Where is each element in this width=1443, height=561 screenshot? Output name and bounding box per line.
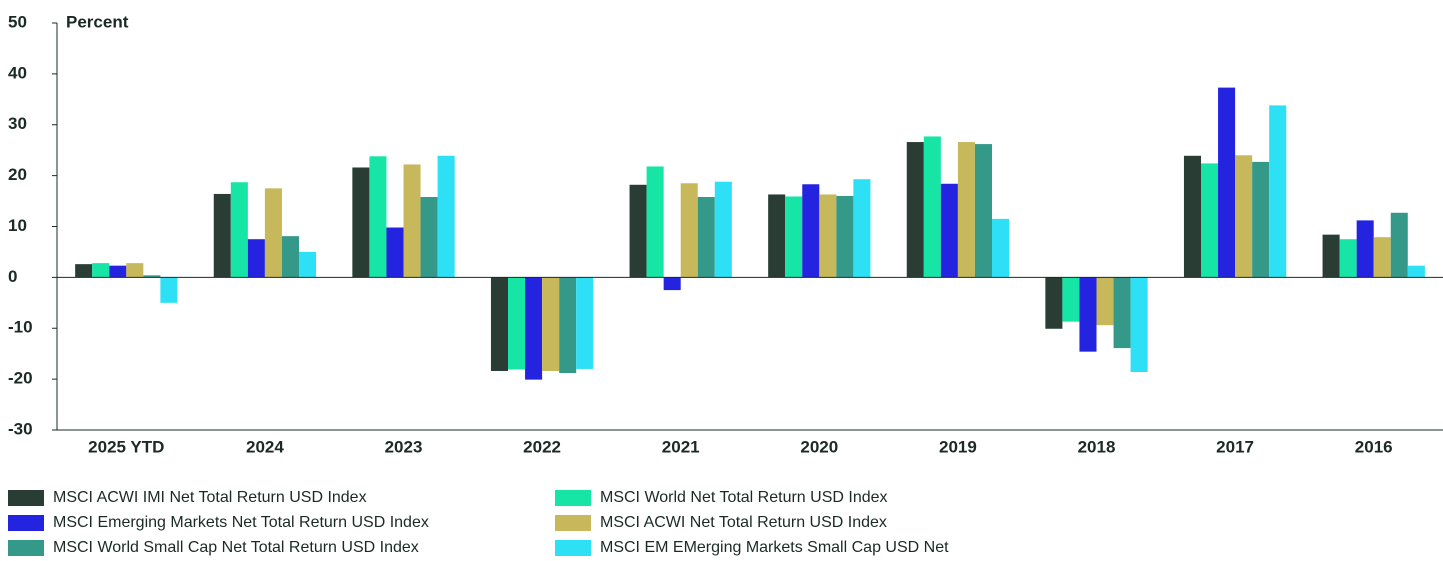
bar xyxy=(680,183,698,278)
bar xyxy=(819,194,837,278)
bar xyxy=(853,179,871,278)
bar xyxy=(369,156,387,278)
x-tick-label: 2018 xyxy=(1078,437,1116,456)
legend-label: MSCI World Net Total Return USD Index xyxy=(600,489,888,506)
bar xyxy=(1130,277,1148,373)
bar xyxy=(923,136,941,278)
bar xyxy=(1201,163,1219,278)
legend-swatch xyxy=(555,515,591,531)
y-tick-label: 20 xyxy=(8,165,27,184)
bar xyxy=(1235,155,1253,278)
legend-swatch xyxy=(555,540,591,556)
bar xyxy=(75,264,93,278)
y-tick-label: 30 xyxy=(8,114,27,133)
y-tick-label: -10 xyxy=(8,318,33,337)
bar xyxy=(298,251,317,278)
bar xyxy=(92,263,110,278)
bar xyxy=(420,196,438,278)
bar xyxy=(542,277,560,371)
y-axis-label: Percent xyxy=(66,12,129,31)
bar xyxy=(386,227,404,278)
bar xyxy=(940,183,958,278)
bar xyxy=(264,188,282,278)
x-tick-label: 2020 xyxy=(800,437,838,456)
x-tick-label: 2025 YTD xyxy=(88,437,164,456)
bar xyxy=(663,277,681,291)
legend-swatch xyxy=(555,490,591,506)
bar xyxy=(525,277,543,380)
bar xyxy=(559,277,577,374)
bar xyxy=(697,196,715,278)
bar xyxy=(576,277,594,369)
bar xyxy=(126,263,144,278)
bar xyxy=(1062,277,1080,322)
bar xyxy=(1269,105,1287,278)
bar xyxy=(437,155,455,278)
bar xyxy=(802,184,820,278)
y-tick-label: -30 xyxy=(8,419,33,438)
bar xyxy=(906,142,924,278)
legend-swatch xyxy=(8,490,44,506)
bar xyxy=(714,181,732,278)
legend-label: MSCI World Small Cap Net Total Return US… xyxy=(53,539,419,556)
legend-label: MSCI EM EMerging Markets Small Cap USD N… xyxy=(600,539,949,556)
y-tick-label: -20 xyxy=(8,369,33,388)
y-tick-label: 0 xyxy=(8,267,17,286)
bar xyxy=(508,277,526,370)
bar xyxy=(160,277,178,303)
bar xyxy=(785,196,803,278)
x-tick-label: 2022 xyxy=(523,437,561,456)
bar xyxy=(213,193,231,278)
bar xyxy=(836,195,854,278)
bar xyxy=(1373,237,1391,278)
bar xyxy=(1339,239,1357,278)
bar xyxy=(1079,277,1097,352)
bar xyxy=(352,167,370,278)
bar xyxy=(143,275,161,278)
bar xyxy=(1096,277,1114,326)
bar xyxy=(629,184,647,278)
x-tick-label: 2021 xyxy=(662,437,700,456)
legend-label: MSCI ACWI Net Total Return USD Index xyxy=(600,514,887,531)
y-tick-label: 50 xyxy=(8,12,27,31)
y-tick-label: 10 xyxy=(8,216,27,235)
bar xyxy=(109,265,127,278)
legend-label: MSCI ACWI IMI Net Total Return USD Index xyxy=(53,489,367,506)
bar xyxy=(957,142,975,278)
y-tick-label: 40 xyxy=(8,63,27,82)
bar xyxy=(1218,87,1236,278)
x-tick-label: 2023 xyxy=(385,437,423,456)
x-tick-label: 2017 xyxy=(1216,437,1254,456)
bar xyxy=(1356,220,1374,278)
x-tick-label: 2016 xyxy=(1355,437,1393,456)
bar xyxy=(281,236,299,278)
legend-swatch xyxy=(8,540,44,556)
x-tick-label: 2019 xyxy=(939,437,977,456)
bar xyxy=(490,277,509,371)
bar xyxy=(1407,265,1425,278)
bar xyxy=(230,182,248,278)
bar xyxy=(646,166,664,278)
bar xyxy=(1390,212,1408,278)
bar xyxy=(403,164,421,278)
legend-label: MSCI Emerging Markets Net Total Return U… xyxy=(53,514,429,531)
legend-swatch xyxy=(8,515,44,531)
bar xyxy=(768,194,786,278)
bar xyxy=(1252,161,1270,278)
x-tick-label: 2024 xyxy=(246,437,284,456)
bar xyxy=(247,239,265,278)
bar xyxy=(991,218,1010,278)
bar xyxy=(1322,234,1340,278)
bar xyxy=(1113,277,1131,349)
bar xyxy=(974,144,992,278)
bar xyxy=(1183,155,1202,278)
bar xyxy=(1045,277,1063,329)
